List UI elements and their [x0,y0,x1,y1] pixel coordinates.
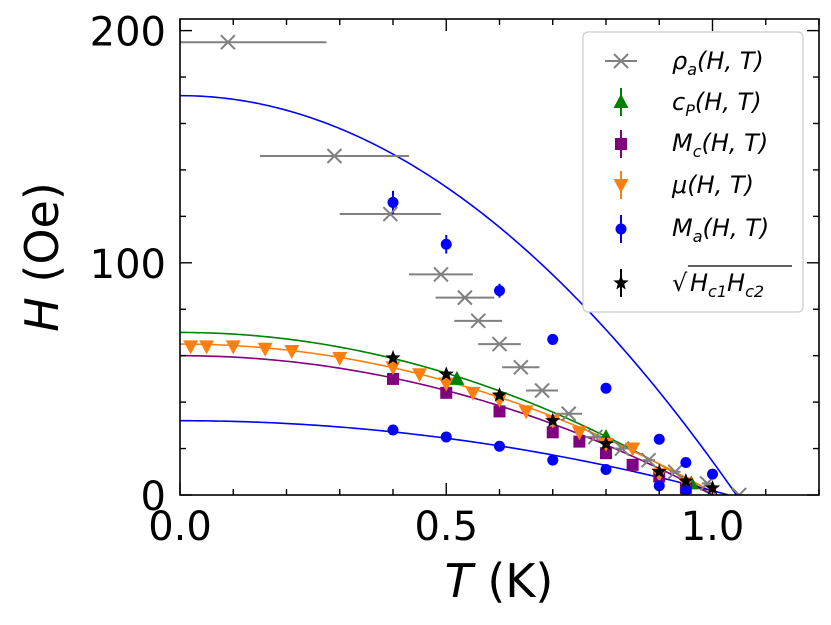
legend-label-mu: μ(H, T) [671,171,754,199]
data-point-circle [494,440,505,452]
data-point-triangle-down [438,377,454,392]
svg-text:√: √ [672,269,688,297]
data-point-star [385,350,401,365]
data-point-circle [653,433,665,445]
data-point-x [561,406,577,422]
data-point-triangle-down [412,368,428,383]
data-point-triangle-down [385,361,401,376]
data-point-triangle-down [518,405,534,420]
data-point-x [491,336,508,352]
data-point-circle [547,454,559,466]
legend-marker-square [615,138,627,150]
data-point-circle [653,480,665,492]
x-tick-label: 0.5 [414,504,478,550]
data-point-x [220,34,236,50]
data-point-circle [440,431,452,443]
axis-ticks [179,19,820,496]
tick-labels: 0.0 0.5 1.0 0 100 200 [90,10,745,550]
data-point-x [731,487,747,495]
data-point-square [600,447,612,460]
data-point-circle [600,382,612,394]
data-point-triangle-down [625,442,641,457]
data-point-x [534,382,550,399]
data-point-x [382,206,399,222]
data-point-star [678,473,694,488]
x-axis-title: T (K) [445,554,554,608]
data-point-circle [680,456,692,468]
data-point-x [326,148,343,164]
legend-box [582,31,804,313]
data-point-square [626,458,639,471]
legend-marker-x [613,53,629,69]
legend: ρa(H, T) cP(H, T) Mc(H, T) μ(H, T) Ma(H,… [582,31,804,313]
data-point-triangle-down [332,352,348,367]
data-point-circle [387,196,399,208]
data-point-star [438,366,454,381]
data-point-x [470,313,486,329]
data-point-square [573,435,586,448]
data-point-triangle-up [449,370,465,385]
y-axis-title: H (Oe) [15,182,69,332]
data-point-circle [547,333,559,345]
data-points [183,34,747,495]
fit-blue-lower [180,419,729,495]
data-point-square [387,372,399,385]
data-point-circle [707,468,718,480]
data-point-triangle-down [199,340,215,355]
data-point-triangle-down [284,345,300,360]
legend-marker-triangle-down [613,179,629,193]
legend-marker-circle [615,223,627,235]
data-point-triangle-down [465,386,481,401]
data-point-star [598,435,614,451]
data-point-square [493,405,506,418]
legend-markers [605,53,637,297]
y-tick-label: 100 [90,242,166,288]
data-point-star [545,412,561,428]
data-point-triangle-down [492,393,507,408]
data-point-x [457,289,473,306]
data-point-star [491,387,508,402]
data-point-circle [680,484,692,495]
legend-marker-star [613,275,629,290]
data-point-x [640,452,657,468]
data-point-triangle-down [571,426,587,441]
y-tick-label: 0 [141,474,166,520]
legend-label-mc: Mc(H, T) [672,129,768,161]
y-tick-label: 200 [90,10,166,56]
data-point-x [667,464,683,480]
legend-marker-triangle-up [613,94,629,108]
x-tick-label: 0.0 [148,504,212,550]
data-point-square [546,426,559,439]
data-point-star [651,463,667,479]
data-point-square [440,386,453,399]
data-point-x [513,359,529,376]
data-point-circle [387,424,399,436]
data-point-triangle-down [257,342,273,357]
data-point-circle [440,238,452,250]
legend-label-rho-a: ρa(H, T) [672,47,764,79]
data-point-triangle-down [225,340,241,355]
data-point-circle [494,285,505,297]
data-point-circle [600,463,612,475]
data-point-triangle-down [183,340,199,355]
x-tick-label: 1.0 [681,504,745,550]
data-point-x [433,266,449,283]
legend-label-ma: Ma(H, T) [672,214,769,246]
fit-blue-upper [180,94,738,495]
